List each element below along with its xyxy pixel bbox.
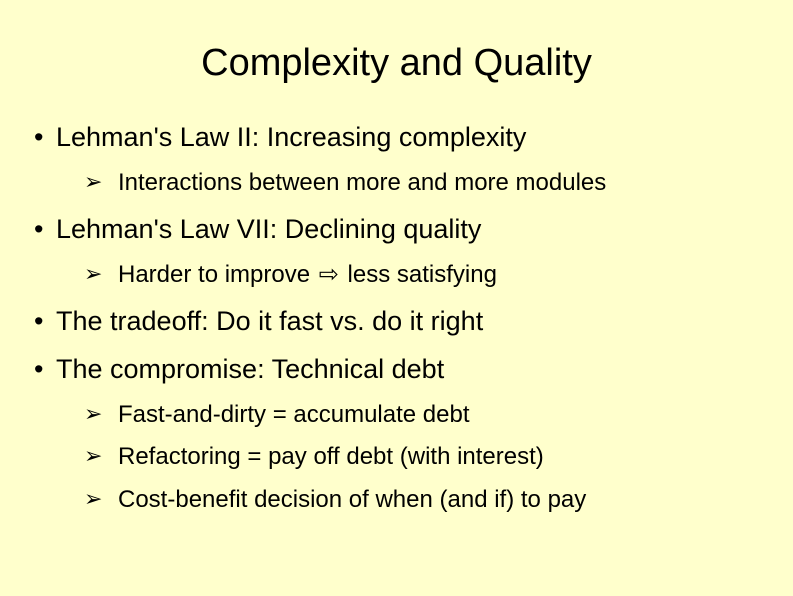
bullet-l2: Interactions between more and more modul… <box>56 167 763 199</box>
bullet-l2: Cost-benefit decision of when (and if) t… <box>56 484 763 516</box>
bullet-l1: The tradeoff: Do it fast vs. do it right <box>30 305 763 339</box>
bullet-l2-text: Cost-benefit decision of when (and if) t… <box>118 486 586 513</box>
bullet-l2-text: Refactoring = pay off debt (with interes… <box>118 443 544 470</box>
bullet-l2-pre: Harder to improve <box>118 261 317 288</box>
bullet-sublist: Harder to improve ⇨ less satisfying <box>56 259 763 291</box>
bullet-l1-text: Lehman's Law II: Increasing complexity <box>56 122 526 152</box>
bullet-list: Lehman's Law II: Increasing complexity I… <box>30 121 763 516</box>
bullet-l1-text: The compromise: Technical debt <box>56 354 444 384</box>
bullet-l1-text: Lehman's Law VII: Declining quality <box>56 214 481 244</box>
slide: Complexity and Quality Lehman's Law II: … <box>0 0 793 596</box>
bullet-l1: Lehman's Law VII: Declining quality Hard… <box>30 213 763 291</box>
bullet-l2: Fast-and-dirty = accumulate debt <box>56 399 763 431</box>
slide-title: Complexity and Quality <box>30 42 763 85</box>
bullet-l2-text: Fast-and-dirty = accumulate debt <box>118 401 470 428</box>
bullet-sublist: Interactions between more and more modul… <box>56 167 763 199</box>
bullet-l2-text: Interactions between more and more modul… <box>118 169 606 196</box>
arrow-icon: ⇨ <box>317 259 341 291</box>
bullet-l1: Lehman's Law II: Increasing complexity I… <box>30 121 763 199</box>
bullet-l2: Harder to improve ⇨ less satisfying <box>56 259 763 291</box>
bullet-sublist: Fast-and-dirty = accumulate debt Refacto… <box>56 399 763 516</box>
bullet-l1-text: The tradeoff: Do it fast vs. do it right <box>56 306 483 336</box>
bullet-l2-post: less satisfying <box>341 261 497 288</box>
bullet-l1: The compromise: Technical debt Fast-and-… <box>30 353 763 516</box>
bullet-l2: Refactoring = pay off debt (with interes… <box>56 441 763 473</box>
